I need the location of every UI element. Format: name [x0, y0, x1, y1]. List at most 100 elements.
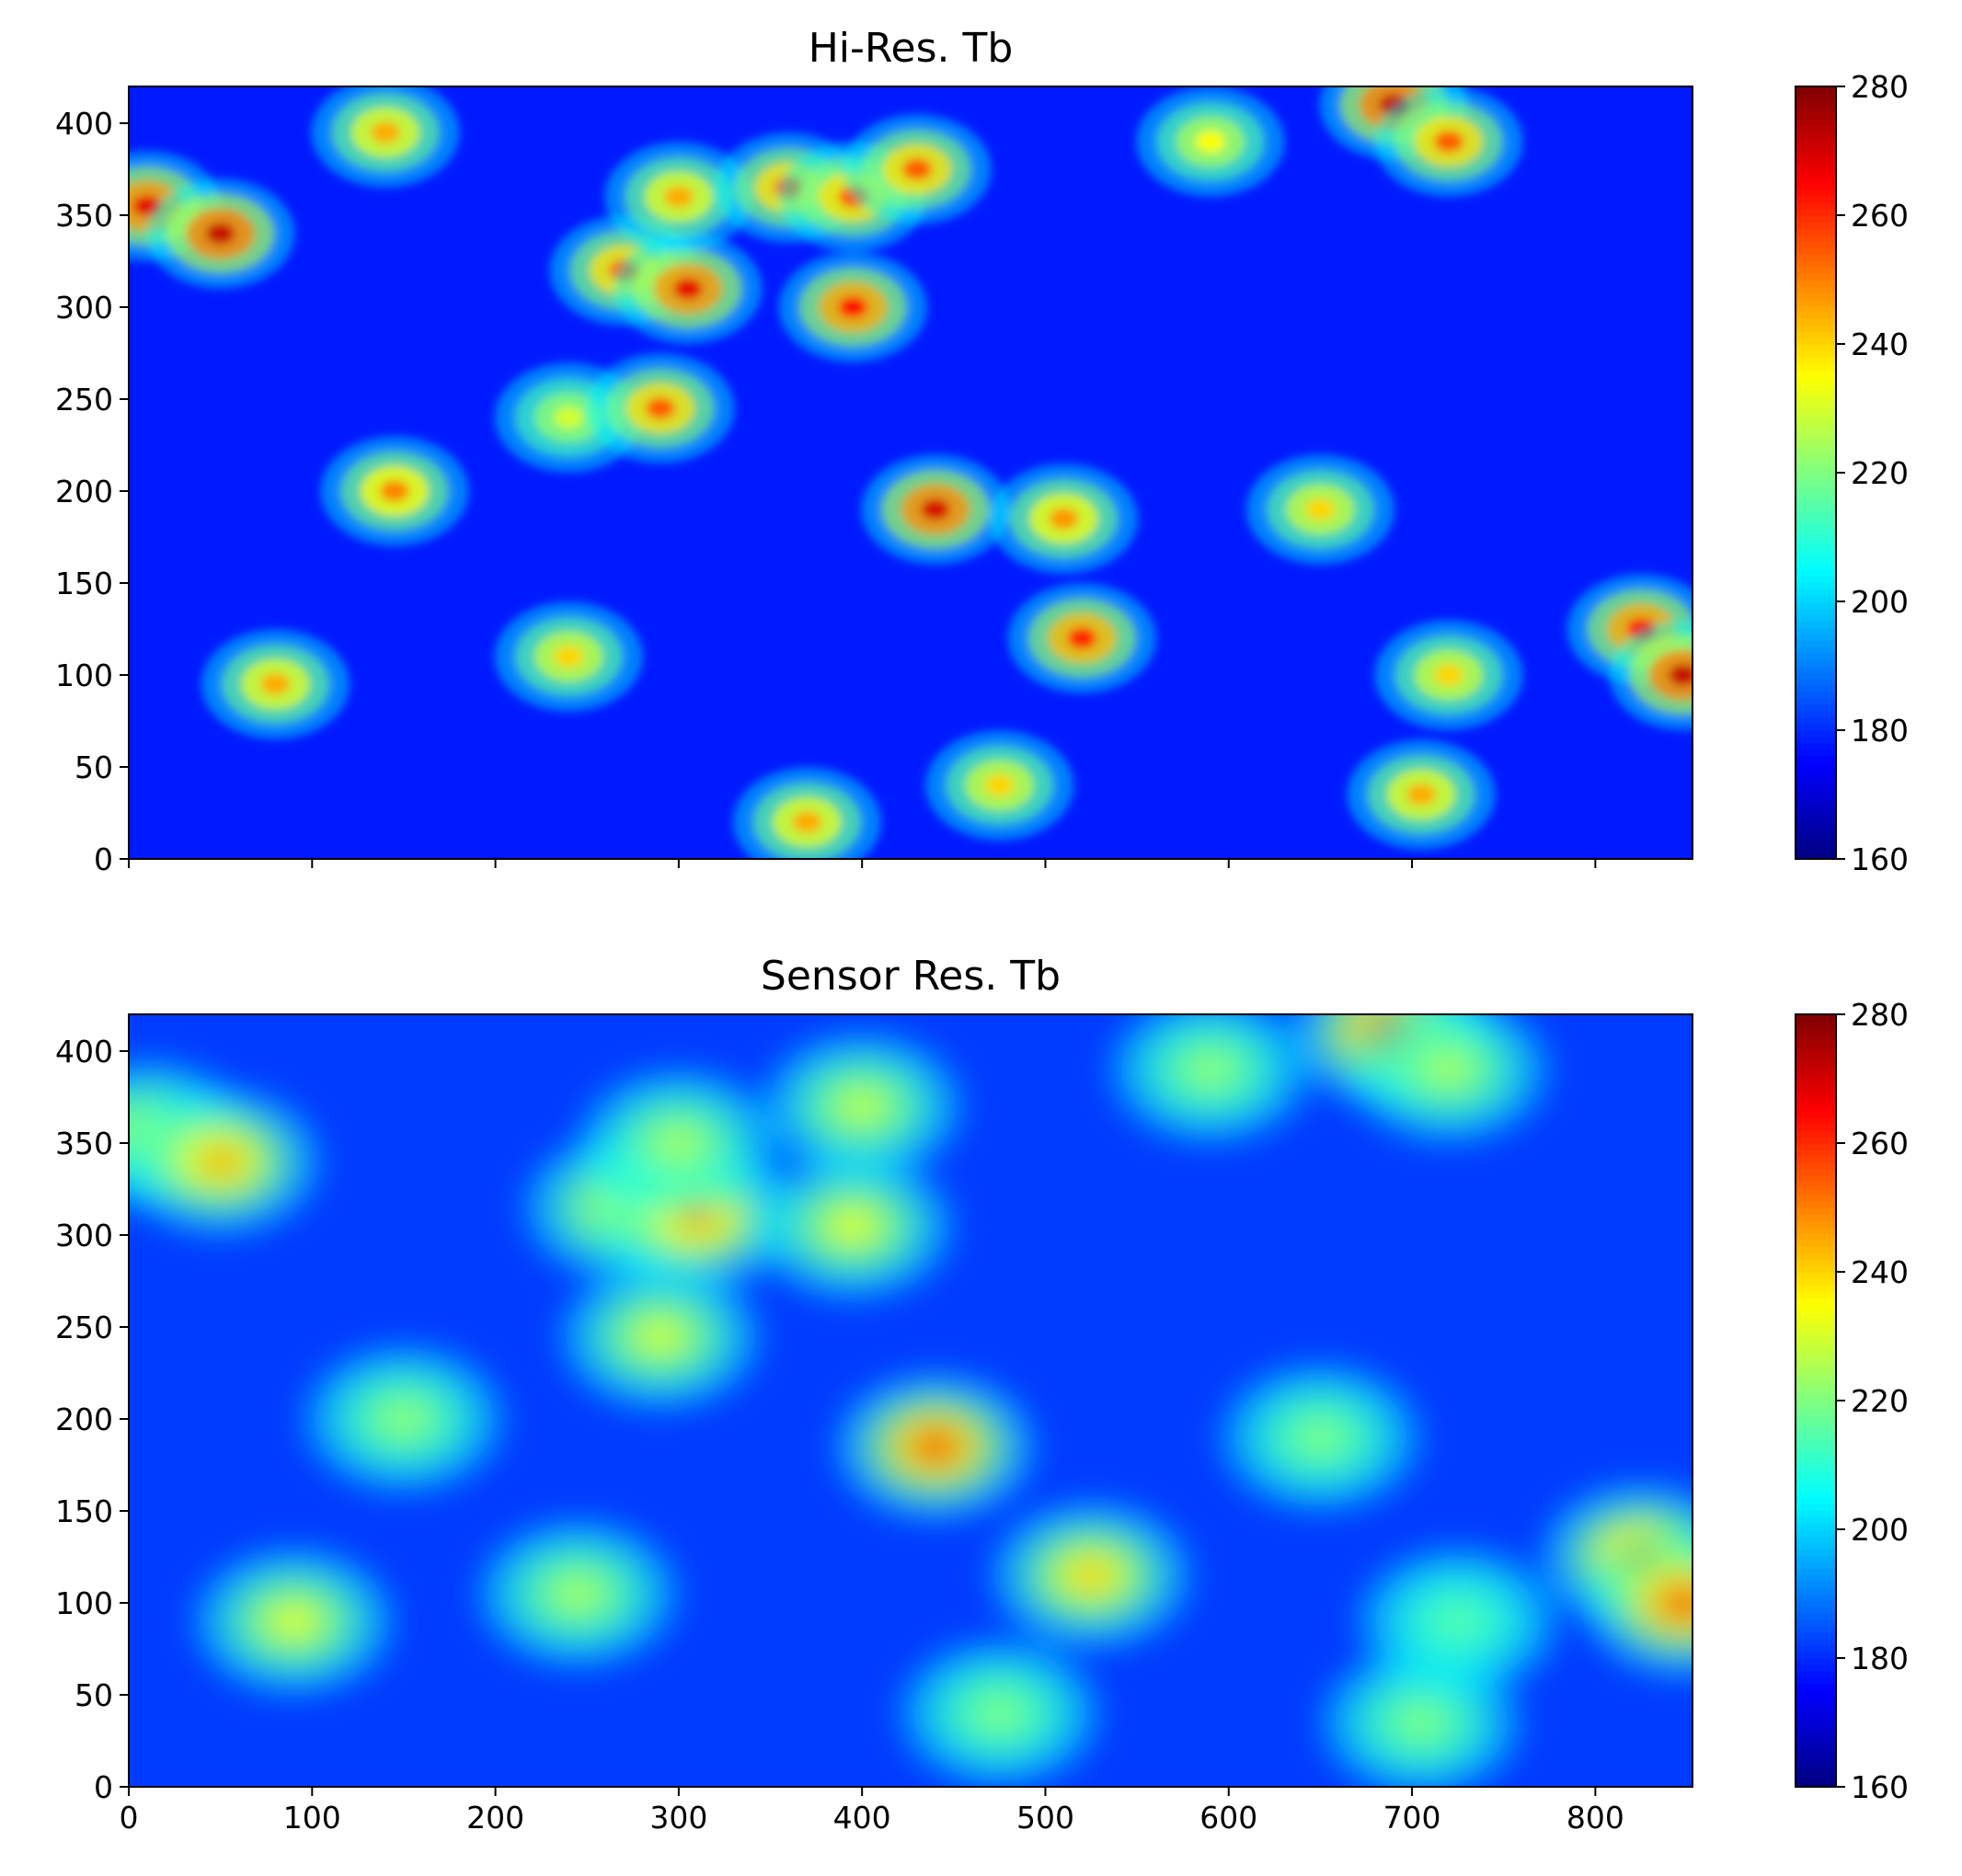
colorbar-segment [1796, 1581, 1836, 1588]
colorbar-segment [1796, 743, 1836, 750]
y-tick-label: 50 [75, 749, 113, 785]
colorbar-segment [1796, 524, 1836, 532]
colorbar-hi-res: 160 180 200 220 240 260 280 [1795, 69, 1909, 877]
y-axis-hi-res: 0 50 100 150 200 250 300 350 400 [55, 106, 129, 877]
colorbar-segment [1796, 1207, 1836, 1215]
heatmap-hotspot [640, 1321, 681, 1352]
colorbar-segment [1796, 434, 1836, 441]
colorbar-segment [1796, 724, 1836, 731]
colorbar-segment [1796, 86, 1836, 94]
colorbar-segment [1796, 144, 1836, 152]
heatmap-hotspot [672, 278, 703, 300]
colorbar-segment [1796, 1304, 1836, 1311]
heatmap-hotspot [1067, 627, 1097, 649]
colorbar-segment [1796, 376, 1836, 383]
heatmap-hotspot [645, 397, 676, 419]
colorbar-segment [1796, 1362, 1836, 1369]
colorbar-segment [1796, 852, 1836, 860]
colorbar-segment [1796, 402, 1836, 409]
colorbar-segment [1796, 164, 1836, 171]
colorbar-segment [1796, 582, 1836, 589]
colorbar-segment [1796, 1664, 1836, 1672]
colorbar-segment [1796, 1169, 1836, 1176]
colorbar-segment [1796, 614, 1836, 622]
heatmap-hotspot [979, 1698, 1020, 1729]
colorbar-segment [1796, 1323, 1836, 1331]
colorbar-segment [1796, 1021, 1836, 1028]
colorbar-segment [1796, 595, 1836, 602]
colorbar-segment [1796, 801, 1836, 808]
colorbar-segment [1796, 1034, 1836, 1041]
colorbar-segment [1796, 1272, 1836, 1279]
colorbar-segment [1796, 389, 1836, 396]
colorbar-segment [1796, 1458, 1836, 1466]
colorbar-segment [1796, 228, 1836, 235]
colorbar-segment [1796, 106, 1836, 113]
colorbar-segment [1796, 1594, 1836, 1601]
colorbar-segment [1796, 1516, 1836, 1524]
y-tick-label: 0 [94, 1769, 113, 1805]
colorbar-segment [1796, 640, 1836, 647]
colorbar-segment [1796, 1027, 1836, 1035]
colorbar-segment [1796, 183, 1836, 190]
colorbar-segment [1796, 1755, 1836, 1762]
colorbar-tick-label: 160 [1851, 1769, 1909, 1805]
colorbar-segment [1796, 280, 1836, 287]
colorbar-segment [1796, 234, 1836, 242]
heatmap-hotspot [1401, 1707, 1441, 1738]
colorbar-segment [1796, 550, 1836, 557]
colorbar-segment [1796, 99, 1836, 107]
heatmap-hotspot [901, 158, 933, 180]
x-tick-label: 100 [283, 1800, 341, 1836]
colorbar-segment [1796, 1124, 1836, 1131]
colorbar-segment [1796, 1703, 1836, 1710]
colorbar-segment [1796, 1098, 1836, 1105]
colorbar-segment [1796, 453, 1836, 461]
colorbar-segment [1796, 331, 1836, 338]
colorbar-segment [1796, 762, 1836, 770]
chart-title-hi-res: Hi-Res. Tb [809, 25, 1014, 72]
colorbar-segment [1796, 1092, 1836, 1099]
y-tick-label: 150 [55, 566, 113, 601]
colorbar-segment [1796, 1246, 1836, 1253]
plot-frame-hi-res [128, 86, 1693, 860]
colorbar-segment [1796, 1150, 1836, 1157]
x-tick-label: 800 [1566, 1800, 1624, 1836]
colorbar-segment [1796, 1336, 1836, 1344]
colorbar-segment [1796, 1356, 1836, 1363]
colorbar-segment [1796, 840, 1836, 847]
colorbar-segment [1796, 1471, 1836, 1479]
y-tick-label: 0 [94, 841, 113, 877]
colorbar-tick-label: 280 [1851, 997, 1909, 1033]
colorbar-tick-label: 220 [1851, 1383, 1909, 1419]
colorbar-segment [1796, 1240, 1836, 1247]
colorbar-segment [1796, 363, 1836, 371]
colorbar-segment [1796, 292, 1836, 300]
colorbar-segment [1796, 531, 1836, 538]
heatmap-hotspot [1406, 784, 1437, 806]
heatmap-hotspot [1438, 1606, 1478, 1637]
colorbar-segment [1796, 1748, 1836, 1756]
colorbar-segment [1796, 1227, 1836, 1234]
colorbar-segment [1796, 222, 1836, 229]
colorbar-segment [1796, 1072, 1836, 1080]
colorbar-segment [1796, 556, 1836, 564]
colorbar-segment [1796, 202, 1836, 210]
colorbar-segment [1796, 241, 1836, 248]
colorbar-segment [1796, 1156, 1836, 1163]
colorbar-segment [1796, 1761, 1836, 1768]
colorbar-segment [1796, 1388, 1836, 1395]
heatmap-hotspot [205, 223, 235, 245]
x-tick-label: 0 [120, 1800, 139, 1836]
heatmap-hotspot [838, 296, 868, 318]
colorbar-segment [1796, 1607, 1836, 1614]
y-tick-label: 400 [55, 106, 113, 142]
colorbar-segment [1796, 1047, 1836, 1054]
colorbar-segment [1796, 93, 1836, 100]
colorbar-segment [1796, 177, 1836, 184]
heatmap-sensor-res [129, 1014, 1692, 1787]
colorbar-segment [1796, 1645, 1836, 1653]
colorbar-segment [1796, 383, 1836, 390]
colorbar-segment [1796, 1420, 1836, 1427]
colorbar-segment [1796, 749, 1836, 757]
